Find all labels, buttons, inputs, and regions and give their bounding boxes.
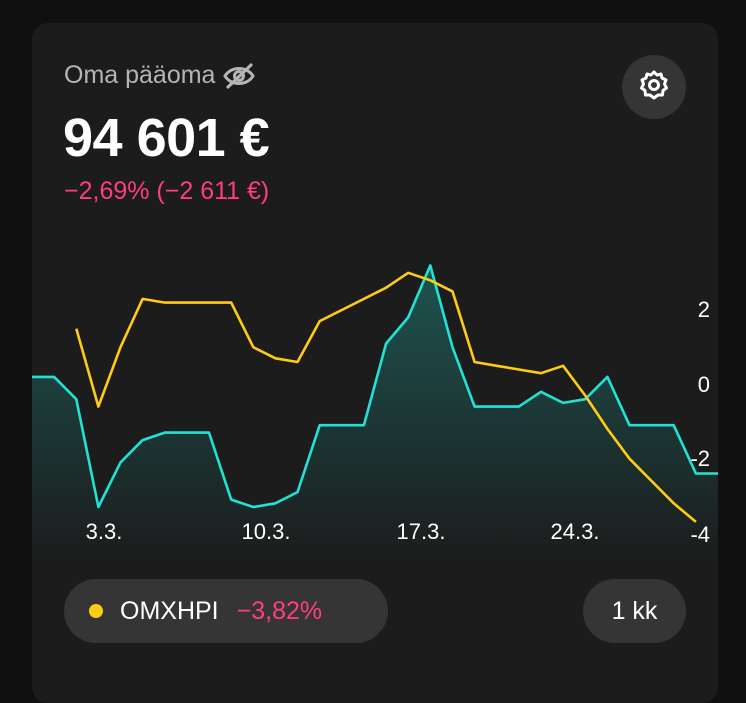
- gear-icon: [637, 68, 671, 107]
- settings-button[interactable]: [622, 55, 686, 119]
- equity-value: 94 601 €: [63, 108, 270, 168]
- index-comparison-chip[interactable]: OMXHPI −3,82%: [64, 579, 388, 643]
- series-line-1: [75, 271, 697, 523]
- x-tick-label: 10.3.: [242, 519, 291, 544]
- y-tick-label: 0: [698, 372, 710, 397]
- period-label: 1 kk: [611, 596, 658, 625]
- index-name: OMXHPI: [120, 596, 219, 625]
- y-tick-label: -2: [690, 446, 710, 471]
- eye-slash-icon[interactable]: [223, 62, 256, 89]
- equity-card: Oma pääoma 94 601 € −2,69% (−2 611 €): [32, 23, 718, 703]
- series-area-0: [32, 265, 718, 563]
- y-tick-label: 2: [698, 297, 710, 322]
- equity-header: Oma pääoma: [64, 61, 256, 90]
- x-tick-label: 24.3.: [551, 519, 600, 544]
- y-tick-label: -4: [690, 522, 710, 547]
- index-legend-dot: [89, 604, 103, 618]
- index-change: −3,82%: [236, 596, 323, 625]
- x-tick-label: 17.3.: [397, 519, 446, 544]
- equity-chart: 3.3. 10.3. 17.3. 24.3. 2 0 -2 -4: [32, 264, 718, 563]
- equity-change: −2,69% (−2 611 €): [64, 177, 270, 205]
- series-line-0: [32, 264, 718, 509]
- period-selector-button[interactable]: 1 kk: [583, 579, 686, 643]
- x-tick-label: 3.3.: [86, 519, 123, 544]
- equity-title: Oma pääoma: [64, 61, 216, 89]
